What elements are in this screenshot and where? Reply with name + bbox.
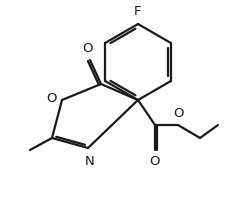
Text: O: O (82, 42, 93, 55)
Text: O: O (149, 155, 160, 168)
Text: O: O (46, 92, 57, 105)
Text: F: F (134, 5, 141, 18)
Text: O: O (173, 107, 183, 120)
Text: N: N (85, 155, 94, 168)
